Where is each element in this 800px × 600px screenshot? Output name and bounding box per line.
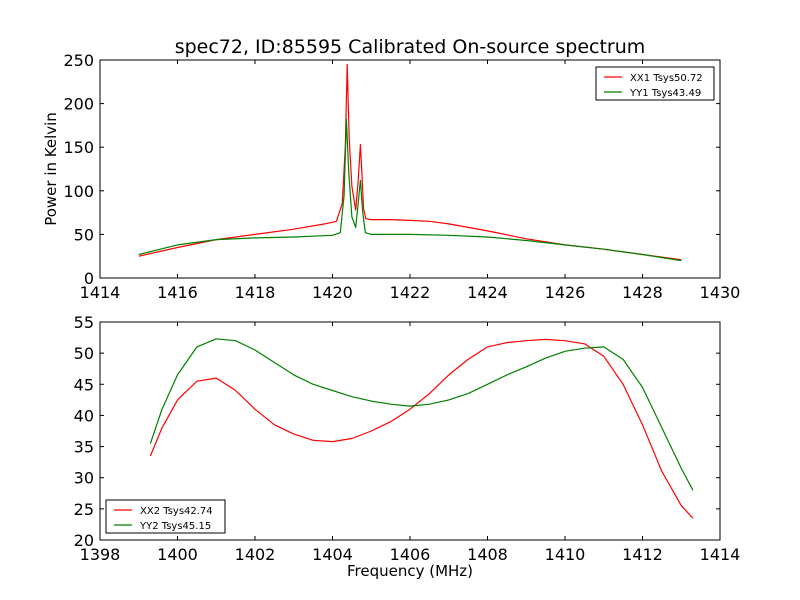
bottom-y-tick-label: 55 [74, 313, 94, 332]
top-x-tick-label: 1426 [545, 283, 586, 302]
bottom-x-tick-label: 1400 [157, 545, 198, 564]
bottom-x-tick-label: 1412 [622, 545, 663, 564]
top-x-tick-label: 1428 [622, 283, 663, 302]
top-x-tick-label: 1416 [157, 283, 198, 302]
top-x-tick-label: 1414 [80, 283, 121, 302]
bottom-x-tick-label: 1398 [80, 545, 121, 564]
top-x-tick-label: 1418 [235, 283, 276, 302]
bottom-y-tick-label: 40 [74, 406, 94, 425]
bottom-y-tick-label: 20 [74, 531, 94, 550]
top-y-tick-label: 100 [63, 182, 94, 201]
bottom-legend-label-1: XX2 Tsys42.74 [140, 506, 213, 517]
top-y-tick-label: 200 [63, 95, 94, 114]
top-y-axis-label: Power in Kelvin [42, 112, 60, 226]
top-legend: XX1 Tsys50.72 YY1 Tsys43.49 [595, 66, 715, 101]
bottom-y-tick-label: 30 [74, 469, 94, 488]
bottom-y-tick-label: 50 [74, 344, 94, 363]
top-x-tick-label: 1430 [700, 283, 741, 302]
top-y-tick-label: 250 [63, 51, 94, 70]
bottom-x-tick-label: 1408 [467, 545, 508, 564]
bottom-series-line-2 [149, 338, 694, 491]
top-x-tick-label: 1424 [467, 283, 508, 302]
chart-title: spec72, ID:85595 Calibrated On-source sp… [175, 36, 646, 58]
bottom-legend-box [105, 499, 226, 534]
top-legend-box [595, 66, 715, 101]
bottom-x-axis-label: Frequency (MHz) [347, 562, 473, 580]
bottom-y-tick-label: 45 [74, 375, 94, 394]
bottom-x-tick-label: 1410 [545, 545, 586, 564]
bottom-legend: XX2 Tsys42.74 YY2 Tsys45.15 [105, 499, 226, 534]
bottom-x-tick-label: 1406 [390, 545, 431, 564]
bottom-series-line-1 [149, 338, 694, 519]
bottom-x-tick-label: 1402 [235, 545, 276, 564]
top-series-line-1 [138, 63, 682, 261]
top-legend-label-2: YY1 Tsys43.49 [629, 88, 701, 99]
top-y-tick-label: 0 [84, 269, 94, 288]
top-series-line-2 [138, 118, 682, 262]
bottom-panel: 1398 1400 1402 1404 1406 1408 1410 1412 1414 20 25… [74, 313, 741, 580]
top-x-tick-label: 1422 [390, 283, 431, 302]
top-y-tick-label: 50 [74, 225, 94, 244]
bottom-x-tick-label: 1404 [312, 545, 353, 564]
top-panel: 1414 1416 1418 1420 1422 1424 1426 1428 1430 0 50 1… [42, 51, 740, 302]
top-y-tick-label: 150 [63, 138, 94, 157]
bottom-y-tick-label: 25 [74, 500, 94, 519]
bottom-y-tick-label: 35 [74, 438, 94, 457]
top-legend-label-1: XX1 Tsys50.72 [630, 73, 703, 84]
top-x-tick-label: 1420 [312, 283, 353, 302]
bottom-x-tick-label: 1414 [700, 545, 741, 564]
bottom-legend-label-2: YY2 Tsys45.15 [139, 521, 211, 532]
